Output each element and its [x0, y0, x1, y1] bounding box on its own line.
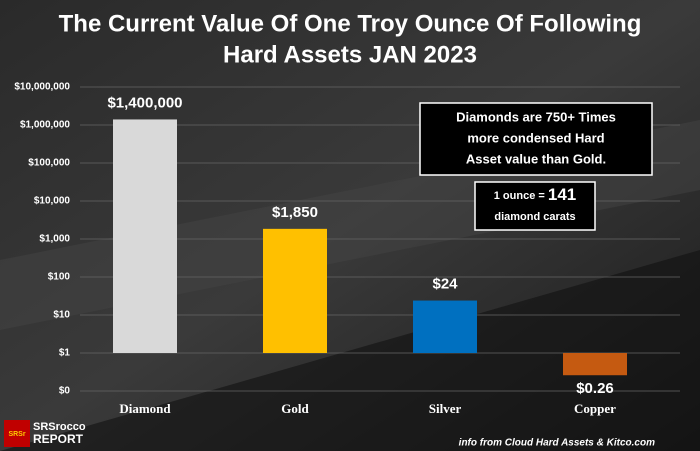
y-tick-label: $10: [53, 310, 70, 321]
annotation-frame: [419, 102, 653, 176]
bar: [113, 119, 177, 353]
logo-text: REPORT: [33, 432, 84, 446]
x-tick-label: Silver: [429, 401, 462, 416]
bar: [413, 300, 477, 353]
chart-title: Hard Assets JAN 2023: [223, 41, 477, 68]
y-tick-label: $1,000: [39, 234, 70, 245]
stripe: [0, 250, 700, 451]
x-tick-label: Diamond: [119, 401, 171, 416]
y-tick-label: $100,000: [28, 158, 70, 169]
data-label: $1,400,000: [107, 94, 182, 111]
data-label: $1,850: [272, 204, 318, 221]
y-tick-label: $100: [48, 272, 71, 283]
logo-icon-text: SRSr: [8, 431, 25, 438]
y-tick-label: $1,000,000: [20, 120, 70, 131]
data-label: $24: [432, 276, 458, 293]
logo-icon: [4, 420, 30, 447]
annotation: diamond carats: [494, 211, 575, 223]
chart-title: The Current Value Of One Troy Ounce Of F…: [59, 10, 642, 37]
bar: [263, 228, 327, 353]
y-tick-label: $0: [59, 386, 71, 397]
annotation: Diamonds are 750+ Times: [456, 109, 616, 124]
x-tick-label: Gold: [281, 401, 309, 416]
annotation-part: 1 ounce =: [494, 190, 548, 202]
y-tick-label: $1: [59, 348, 71, 359]
annotation: 1 ounce = 141: [494, 185, 576, 204]
y-tick-label: $10,000,000: [14, 82, 70, 93]
y-tick-label: $10,000: [34, 196, 71, 207]
bar: [563, 353, 627, 376]
logo-text: SRSrocco: [33, 421, 86, 433]
annotation: Asset value than Gold.: [466, 151, 606, 166]
annotation-part: 141: [548, 185, 576, 204]
x-tick-label: Copper: [574, 401, 616, 416]
annotation-frame: [474, 181, 596, 231]
source: info from Cloud Hard Assets & Kitco.com: [459, 438, 655, 449]
data-label: $0.26: [576, 380, 614, 397]
annotation: more condensed Hard: [467, 130, 604, 145]
